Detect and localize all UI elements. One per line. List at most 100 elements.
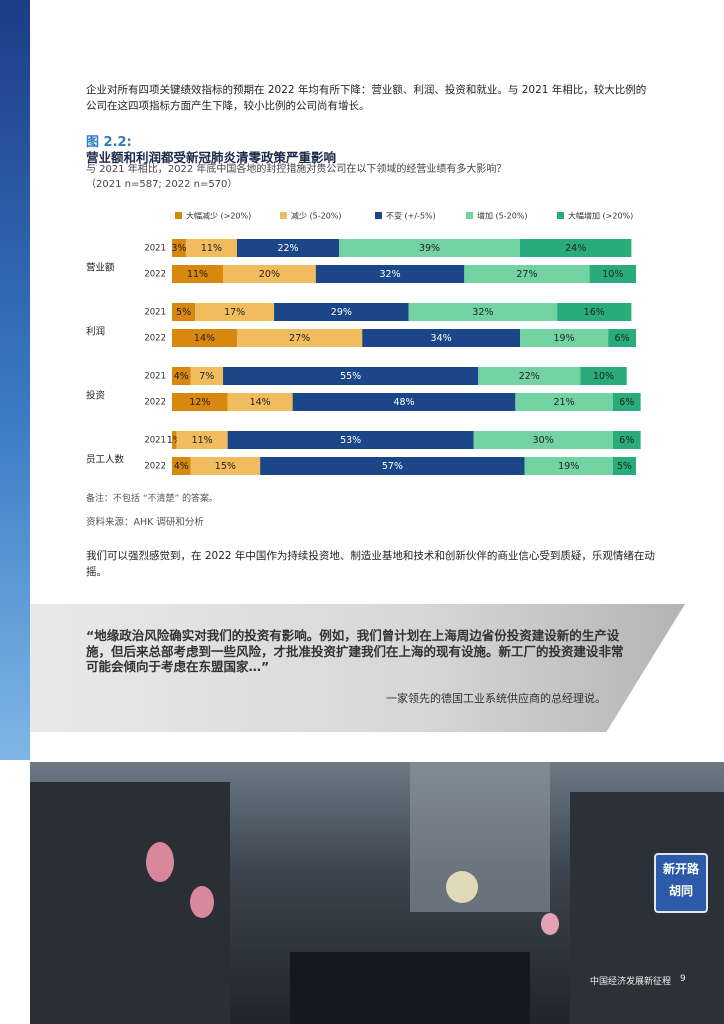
lantern	[541, 913, 559, 935]
value-label: 17%	[224, 307, 245, 318]
chart: 大幅减少 (>20%) 减少 (5-20%) 不变 (+/-5%) 增加 (5-20%…	[86, 211, 641, 475]
bar-segment	[515, 393, 613, 411]
year-label: 2021	[144, 244, 166, 254]
value-label: 10%	[602, 269, 623, 280]
bar-segment	[315, 265, 465, 283]
value-label: 6%	[619, 435, 634, 446]
street-crowd	[290, 952, 530, 1024]
bar-segment	[195, 303, 275, 321]
group-label: 营业额	[86, 262, 115, 274]
value-label: 16%	[584, 307, 605, 318]
street-sign-text: 新开路 胡同	[662, 862, 699, 898]
year-label: 2022	[144, 462, 166, 472]
bar-segment	[520, 239, 632, 257]
bar-segment	[274, 303, 409, 321]
legend-label: 增加 (5-20%)	[477, 211, 528, 221]
bar-segment	[223, 265, 316, 283]
value-label: 7%	[199, 371, 214, 382]
value-label: 19%	[558, 461, 579, 472]
quote-attribution: 一家领先的德国工业系统供应商的总经理说。	[386, 692, 606, 705]
value-label: 10%	[593, 371, 614, 382]
bar-segment	[172, 457, 191, 475]
bar-segment	[172, 265, 224, 283]
side-strip	[0, 0, 30, 760]
quote-box	[30, 604, 685, 732]
value-label: 21%	[554, 397, 575, 408]
bar-segment	[580, 367, 627, 385]
legend-label: 减少 (5-20%)	[291, 211, 342, 221]
bar-segment	[524, 457, 613, 475]
value-label: 20%	[259, 269, 280, 280]
value-label: 29%	[331, 307, 352, 318]
bar-segment	[227, 431, 474, 449]
figure-label: 图 2.2:	[86, 135, 132, 150]
bar-segment	[520, 329, 609, 347]
footer-title: 中国经济发展新征程	[590, 977, 672, 987]
street-light	[446, 871, 478, 903]
group-label: 投资	[86, 390, 106, 402]
value-label: 57%	[382, 461, 403, 472]
bar-segment	[227, 393, 293, 411]
bar-segment	[260, 457, 525, 475]
value-label: 39%	[419, 243, 440, 254]
value-label: 15%	[215, 461, 236, 472]
value-label: 11%	[201, 243, 222, 254]
bar-segment	[478, 367, 581, 385]
value-label: 6%	[619, 397, 634, 408]
value-label: 32%	[472, 307, 493, 318]
note: 备注：不包括 “不清楚” 的答案。	[86, 494, 219, 504]
legend-swatch	[557, 212, 564, 219]
bar-segment	[190, 367, 224, 385]
source: 资料来源：AHK 调研和分析	[86, 517, 204, 528]
legend-label: 不变 (+/-5%)	[386, 211, 436, 221]
value-label: 53%	[340, 435, 361, 446]
group-label: 利润	[86, 326, 105, 338]
bar-segment	[339, 239, 520, 257]
value-label: 48%	[393, 397, 414, 408]
legend-swatch	[466, 212, 473, 219]
page-number: 9	[680, 974, 686, 984]
street-photo: 新开路 胡同	[30, 762, 724, 1024]
value-label: 5%	[617, 461, 632, 472]
bar-segment	[557, 303, 632, 321]
chart-subtitle: 与 2021 年相比，2022 年底中国各地的封控措施对贵公司在以下领域的经营业…	[86, 164, 507, 175]
legend-swatch	[375, 212, 382, 219]
bar-segment	[608, 329, 636, 347]
bar-segment	[612, 393, 641, 411]
chart-subtitle-block: 与 2021 年相比，2022 年底中国各地的封控措施对贵公司在以下领域的经营业…	[86, 162, 506, 192]
sample-size: （2021 n=587; 2022 n=570）	[86, 179, 238, 190]
value-label: 14%	[194, 333, 215, 344]
year-label: 2021	[144, 308, 166, 318]
lantern	[146, 842, 174, 882]
value-label: 22%	[519, 371, 540, 382]
value-label: 30%	[533, 435, 554, 446]
bar-segment	[408, 303, 558, 321]
year-label: 2022	[144, 334, 166, 344]
bar-segment	[589, 265, 636, 283]
bar-segment	[172, 303, 196, 321]
value-label: 34%	[431, 333, 452, 344]
value-label: 19%	[554, 333, 575, 344]
year-label: 2021	[144, 372, 166, 382]
value-label: 4%	[174, 461, 189, 472]
legend-swatch	[280, 212, 287, 219]
intro: 企业对所有四项关键绩效指标的预期在 2022 年均有所下降：营业额、利润、投资和…	[86, 84, 647, 112]
value-label: 11%	[187, 269, 208, 280]
bar-segment	[464, 265, 590, 283]
value-label: 14%	[250, 397, 271, 408]
value-label: 24%	[565, 243, 586, 254]
bar-segment	[473, 431, 613, 449]
value-label: 32%	[380, 269, 401, 280]
bar-segment	[292, 393, 516, 411]
chart-title: 营业额和利润都受新冠肺炎清零政策严重影响	[86, 150, 337, 165]
quote-text: “地缘政治风险确实对我们的投资有影响。例如，我们曾计划在上海周边省份投资建设新的…	[86, 628, 624, 674]
value-label: 4%	[174, 371, 189, 382]
lantern	[190, 886, 214, 918]
bar-segment	[172, 367, 191, 385]
building	[410, 762, 550, 912]
value-label: 27%	[289, 333, 310, 344]
bar-segment	[236, 329, 363, 347]
bar-segment	[612, 457, 636, 475]
value-label: 5%	[176, 307, 191, 318]
